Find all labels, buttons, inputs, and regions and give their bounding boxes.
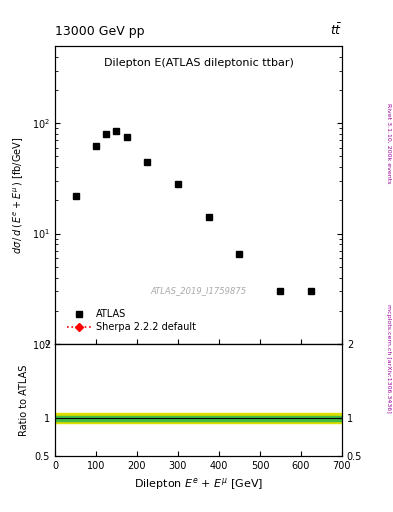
- ATLAS: [309, 288, 314, 294]
- Text: mcplots.cern.ch [arXiv:1306.3436]: mcplots.cern.ch [arXiv:1306.3436]: [386, 304, 391, 413]
- ATLAS: [176, 181, 180, 187]
- ATLAS: [125, 134, 129, 140]
- ATLAS: [278, 288, 283, 294]
- Text: 13000 GeV pp: 13000 GeV pp: [55, 26, 145, 38]
- ATLAS: [73, 193, 78, 199]
- Y-axis label: $d\sigma\,/\,d\,(\,E^{e}+E^{\mu}\,)$ [fb/GeV]: $d\sigma\,/\,d\,(\,E^{e}+E^{\mu}\,)$ [fb…: [12, 136, 26, 254]
- Text: Rivet 3.1.10, 200k events: Rivet 3.1.10, 200k events: [386, 103, 391, 184]
- ATLAS: [145, 158, 150, 164]
- ATLAS: [104, 131, 108, 137]
- Y-axis label: Ratio to ATLAS: Ratio to ATLAS: [19, 364, 29, 436]
- ATLAS: [237, 251, 242, 258]
- Text: ATLAS_2019_I1759875: ATLAS_2019_I1759875: [151, 286, 246, 295]
- X-axis label: Dilepton $E^{e}$ + $E^{\mu}$ [GeV]: Dilepton $E^{e}$ + $E^{\mu}$ [GeV]: [134, 476, 263, 492]
- ATLAS: [94, 143, 98, 149]
- Text: Dilepton E(ATLAS dileptonic ttbar): Dilepton E(ATLAS dileptonic ttbar): [103, 58, 294, 68]
- ATLAS: [114, 128, 119, 134]
- Legend: ATLAS, Sherpa 2.2.2 default: ATLAS, Sherpa 2.2.2 default: [63, 306, 200, 336]
- Line: ATLAS: ATLAS: [72, 127, 315, 295]
- Text: $t\bar{t}$: $t\bar{t}$: [330, 23, 342, 38]
- ATLAS: [206, 215, 211, 221]
